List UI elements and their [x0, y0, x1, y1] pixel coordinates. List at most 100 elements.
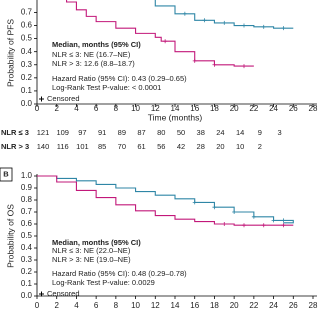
risk-count: 97: [78, 128, 86, 137]
panel-box: [0, 167, 13, 182]
x-tick-label: 8: [114, 104, 119, 113]
stat-text: Hazard Ratio (95% CI): 0.43 (0.29–0.65): [52, 74, 187, 83]
survival-curve: [37, 175, 294, 226]
legend-entry: NLR > 3: 12.6 (8.8–18.7): [52, 59, 135, 68]
y-tick-label: 0.8: [21, 195, 33, 204]
risk-count: 116: [57, 142, 69, 151]
y-axis-label: Probability of OS: [5, 204, 15, 268]
x-tick-label: 8: [114, 301, 119, 310]
x-tick-label: 26: [289, 104, 298, 113]
y-tick-label: 0.0: [21, 99, 33, 108]
x-tick-label: 2: [54, 301, 59, 310]
x-tick-label: 4: [74, 104, 79, 113]
censor-key: [39, 96, 44, 102]
censor-key: [39, 291, 44, 297]
censor-mark: [202, 18, 207, 23]
y-tick-label: 0.5: [21, 34, 33, 43]
censor-mark: [232, 210, 237, 214]
y-tick-label: 0.9: [21, 183, 33, 192]
x-tick-label: 16: [190, 301, 199, 310]
y-tick-label: 0.7: [21, 8, 33, 17]
x-tick-label: 22: [249, 104, 258, 113]
x-tick-label: 26: [289, 301, 298, 310]
censor-mark: [222, 20, 227, 25]
x-tick-label: 28: [309, 301, 318, 310]
risk-count: 140: [37, 142, 50, 151]
risk-count: 89: [118, 128, 126, 137]
censor-mark: [192, 200, 197, 205]
survival-curve: [37, 175, 294, 224]
censor-mark: [212, 205, 217, 210]
risk-count: 91: [98, 128, 106, 137]
survival-curve: [66, 0, 254, 67]
censor-mark: [163, 39, 168, 44]
censor-label: Censored: [47, 289, 80, 298]
censor-mark: [281, 218, 286, 223]
y-tick-label: 0.4: [21, 243, 33, 252]
risk-count: 28: [197, 142, 205, 151]
x-tick-label: 18: [210, 301, 219, 310]
censor-mark: [281, 223, 286, 228]
stat-text: Log-Rank Test P-value: 0.0029: [52, 278, 155, 287]
survival-curve: [154, 0, 294, 29]
censor-mark: [242, 23, 246, 28]
censor-mark: [271, 218, 276, 223]
x-tick-label: 6: [94, 301, 99, 310]
risk-count: 50: [177, 128, 185, 137]
risk-count: 9: [258, 128, 262, 137]
risk-count: 10: [236, 142, 244, 151]
y-tick-label: 0.0: [21, 291, 33, 300]
censor-mark: [222, 222, 227, 226]
x-tick-label: 28: [309, 104, 318, 113]
risk-count: 80: [157, 128, 165, 137]
x-tick-label: 20: [230, 301, 239, 310]
plot-area: [37, 175, 294, 228]
risk-count: 85: [98, 142, 106, 151]
censor-mark: [261, 24, 266, 29]
y-tick-label: 0.3: [21, 60, 33, 69]
censor-mark: [242, 223, 246, 228]
legend-entry: NLR > 3: NE (19.0–NE): [52, 255, 131, 264]
y-tick-label: 0.2: [21, 267, 33, 276]
legend-title: Median, months (95% CI): [52, 238, 141, 247]
y-tick-label: 0.6: [21, 219, 33, 228]
y-tick-label: 0.3: [21, 255, 33, 264]
risk-row-label: NLR > 3: [1, 142, 29, 151]
y-tick-label: 1.0: [21, 171, 33, 180]
risk-count: 24: [216, 128, 224, 137]
risk-row-label: NLR ≤ 3: [1, 128, 29, 137]
risk-count: 101: [76, 142, 89, 151]
y-tick-label: 0.7: [21, 207, 33, 216]
x-tick-label: 12: [151, 104, 160, 113]
x-tick-label: 24: [269, 301, 278, 310]
stat-text: Log-Rank Test P-value: < 0.0001: [52, 83, 161, 92]
risk-count: 3: [277, 128, 281, 137]
x-tick-label: 20: [230, 104, 239, 113]
x-tick-label: 12: [151, 301, 160, 310]
risk-count: 56: [157, 142, 165, 151]
risk-count: 42: [177, 142, 185, 151]
risk-count: 20: [216, 142, 224, 151]
x-tick-label: 22: [249, 301, 258, 310]
y-tick-label: 0.1: [21, 86, 33, 95]
y-axis-label: Probability of PFS: [5, 19, 15, 87]
risk-count: 61: [137, 142, 145, 151]
x-tick-label: 6: [94, 104, 99, 113]
risk-count: 2: [258, 142, 262, 151]
x-tick-label: 10: [131, 301, 140, 310]
x-tick-label: 10: [131, 104, 140, 113]
stat-text: Hazard Ratio (95% CI): 0.48 (0.29–0.78): [52, 269, 187, 278]
y-tick-label: 0.4: [21, 47, 33, 56]
y-tick-label: 0.2: [21, 73, 33, 82]
panel-label: B: [3, 169, 9, 178]
risk-count: 38: [197, 128, 205, 137]
x-tick-label: 0: [35, 301, 40, 310]
x-axis-label: Time (months): [148, 112, 203, 122]
legend-entry: NLR ≤ 3: NE (16.7–NE): [52, 50, 131, 59]
censor-mark: [251, 214, 256, 219]
x-tick-label: 16: [190, 104, 199, 113]
x-tick-label: 14: [171, 301, 180, 310]
risk-count: 14: [236, 128, 244, 137]
x-tick-label: 4: [74, 301, 79, 310]
